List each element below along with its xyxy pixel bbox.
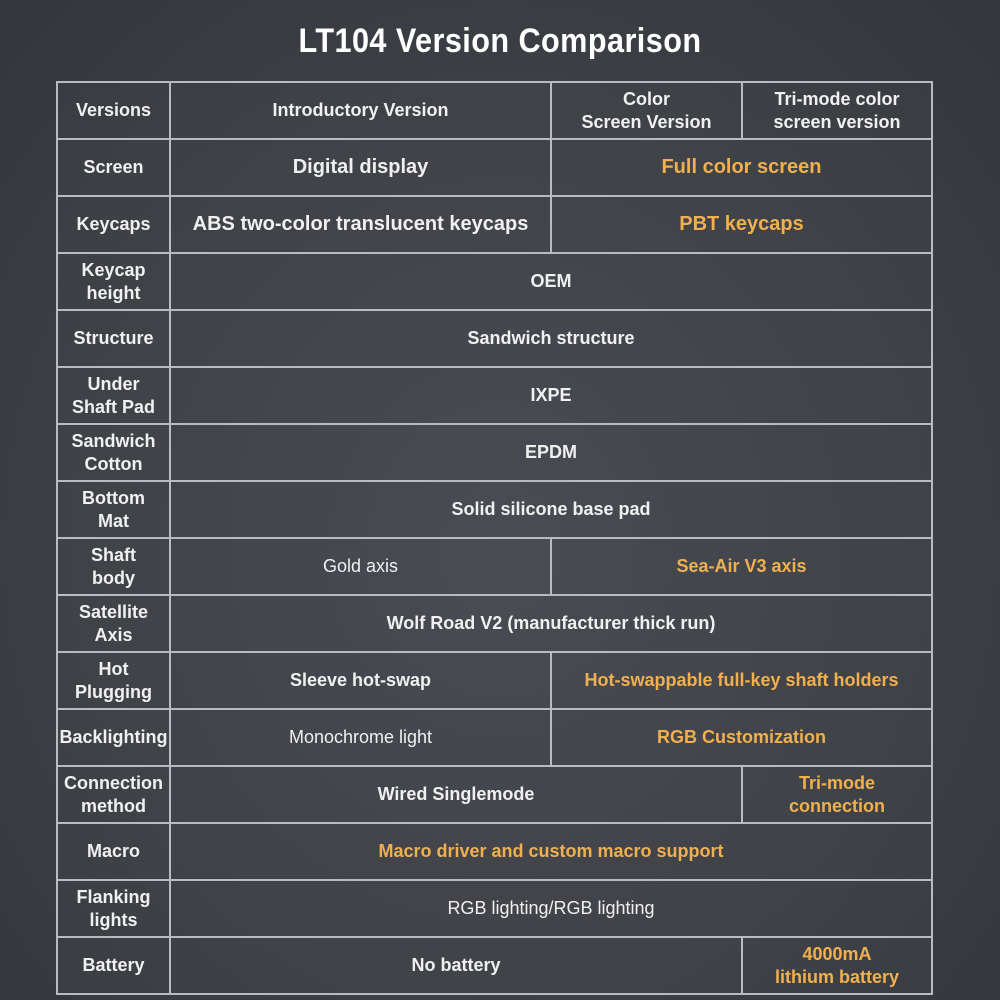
row-label-versions: Versions (56, 81, 171, 140)
table-row: Satellite Axis Wolf Road V2 (manufacture… (56, 594, 933, 653)
cell-flanking-lights: RGB lighting/RGB lighting (169, 879, 933, 938)
table-row: Backlighting Monochrome light RGB Custom… (56, 708, 933, 767)
comparison-grid: Versions Introductory Version Color Scre… (56, 81, 933, 995)
cell-structure: Sandwich structure (169, 309, 933, 368)
table-row: Screen Digital display Full color screen (56, 138, 933, 197)
table-row: Hot Plugging Sleeve hot-swap Hot-swappab… (56, 651, 933, 710)
cell-under-shaft-pad: IXPE (169, 366, 933, 425)
cell-battery-tri-mode: 4000mA lithium battery (741, 936, 933, 995)
cell-backlighting-upgraded: RGB Customization (550, 708, 933, 767)
cell-screen-intro: Digital display (169, 138, 552, 197)
comparison-table: Versions Introductory Version Color Scre… (56, 81, 933, 995)
cell-keycaps-upgraded: PBT keycaps (550, 195, 933, 254)
row-label-bottom-mat: Bottom Mat (56, 480, 171, 539)
header-introductory-version: Introductory Version (169, 81, 552, 140)
table-row: Battery No battery 4000mA lithium batter… (56, 936, 933, 995)
row-label-battery: Battery (56, 936, 171, 995)
row-label-structure: Structure (56, 309, 171, 368)
table-row: Keycaps ABS two-color translucent keycap… (56, 195, 933, 254)
cell-connection-wired: Wired Singlemode (169, 765, 743, 824)
cell-hot-plugging-intro: Sleeve hot-swap (169, 651, 552, 710)
table-row: Flanking lights RGB lighting/RGB lightin… (56, 879, 933, 938)
row-label-shaft-body: Shaft body (56, 537, 171, 596)
cell-shaft-body-upgraded: Sea-Air V3 axis (550, 537, 933, 596)
row-label-connection-method: Connection method (56, 765, 171, 824)
table-row: Connection method Wired Singlemode Tri-m… (56, 765, 933, 824)
header-tri-mode-version: Tri-mode color screen version (741, 81, 933, 140)
row-label-backlighting: Backlighting (56, 708, 171, 767)
page-title: LT104 Version Comparison (298, 22, 702, 60)
header-color-screen-version: Color Screen Version (550, 81, 743, 140)
row-label-satellite-axis: Satellite Axis (56, 594, 171, 653)
cell-macro: Macro driver and custom macro support (169, 822, 933, 881)
cell-connection-tri-mode: Tri-mode connection (741, 765, 933, 824)
table-row: Under Shaft Pad IXPE (56, 366, 933, 425)
row-label-sandwich-cotton: Sandwich Cotton (56, 423, 171, 482)
cell-keycaps-intro: ABS two-color translucent keycaps (169, 195, 552, 254)
cell-shaft-body-intro: Gold axis (169, 537, 552, 596)
row-label-flanking-lights: Flanking lights (56, 879, 171, 938)
cell-screen-upgraded: Full color screen (550, 138, 933, 197)
cell-backlighting-intro: Monochrome light (169, 708, 552, 767)
table-row: Keycap height OEM (56, 252, 933, 311)
row-label-screen: Screen (56, 138, 171, 197)
row-label-under-shaft-pad: Under Shaft Pad (56, 366, 171, 425)
table-row: Versions Introductory Version Color Scre… (56, 81, 933, 140)
cell-battery-none: No battery (169, 936, 743, 995)
table-row: Sandwich Cotton EPDM (56, 423, 933, 482)
row-label-keycaps: Keycaps (56, 195, 171, 254)
table-row: Macro Macro driver and custom macro supp… (56, 822, 933, 881)
row-label-hot-plugging: Hot Plugging (56, 651, 171, 710)
cell-hot-plugging-upgraded: Hot-swappable full-key shaft holders (550, 651, 933, 710)
table-row: Bottom Mat Solid silicone base pad (56, 480, 933, 539)
table-row: Shaft body Gold axis Sea-Air V3 axis (56, 537, 933, 596)
table-row: Structure Sandwich structure (56, 309, 933, 368)
row-label-keycap-height: Keycap height (56, 252, 171, 311)
cell-sandwich-cotton: EPDM (169, 423, 933, 482)
cell-keycap-height: OEM (169, 252, 933, 311)
cell-satellite-axis: Wolf Road V2 (manufacturer thick run) (169, 594, 933, 653)
cell-bottom-mat: Solid silicone base pad (169, 480, 933, 539)
row-label-macro: Macro (56, 822, 171, 881)
